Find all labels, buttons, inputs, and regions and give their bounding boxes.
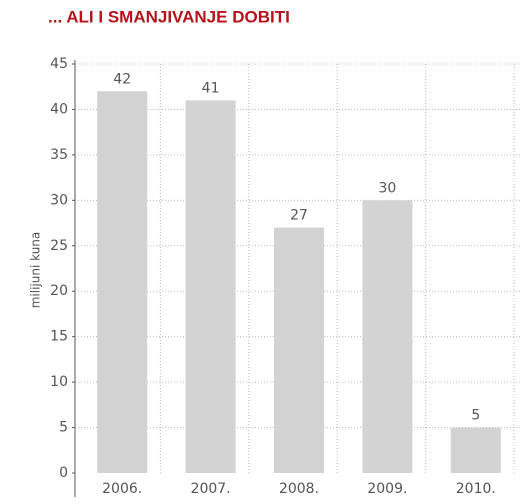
y-tick-label: 25 — [50, 238, 68, 254]
y-tick-label: 40 — [50, 101, 68, 117]
x-tick-label: 2010. — [456, 481, 496, 497]
bar — [362, 200, 413, 474]
y-tick-label: 30 — [50, 192, 68, 208]
data-label: 5 — [471, 408, 480, 424]
y-tick-label: 35 — [50, 147, 68, 163]
x-tick-label: 2009. — [367, 481, 407, 497]
x-tick-label: 2007. — [191, 481, 231, 497]
y-tick-label: 45 — [50, 56, 68, 72]
bar — [185, 100, 236, 473]
bar — [274, 227, 324, 473]
y-tick-label: 5 — [59, 420, 68, 436]
data-label: 41 — [202, 80, 220, 96]
x-tick-label: 2008. — [279, 481, 319, 497]
bar — [450, 427, 501, 473]
data-label: 27 — [290, 208, 308, 224]
x-tick-label: 2006. — [102, 481, 142, 497]
y-tick-label: 15 — [50, 329, 68, 345]
data-label: 30 — [378, 180, 396, 196]
y-tick-label: 10 — [50, 374, 68, 390]
chart-title: ... ALI I SMANJIVANJE DOBITI — [48, 7, 290, 26]
y-tick-label: 0 — [59, 465, 68, 481]
bar — [97, 91, 148, 474]
y-tick-label: 20 — [50, 283, 68, 299]
data-label: 42 — [113, 71, 131, 87]
y-axis-label: milijuni kuna — [29, 232, 43, 309]
